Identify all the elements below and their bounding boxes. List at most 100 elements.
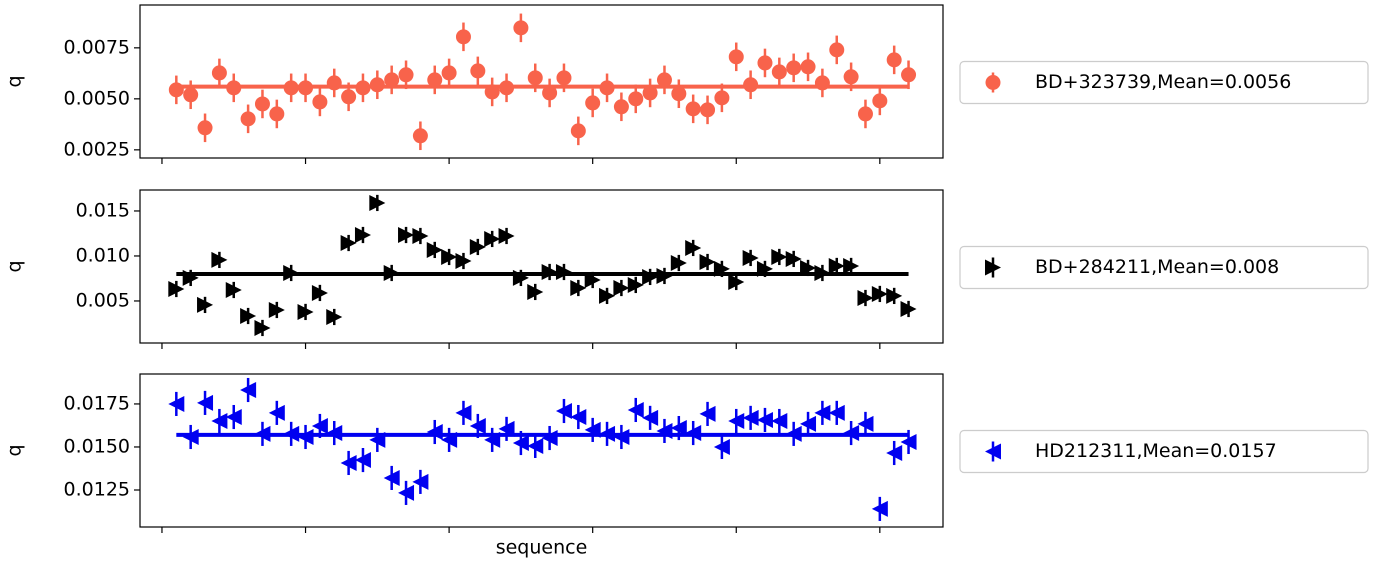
data-point: [311, 284, 328, 301]
data-point: [743, 77, 759, 93]
data-point: [728, 412, 745, 429]
data-point: [800, 59, 816, 75]
data-point: [728, 49, 744, 65]
data-point: [685, 239, 702, 256]
data-point: [527, 437, 544, 454]
data-point: [311, 417, 328, 434]
data-point: [584, 272, 601, 288]
data-point: [800, 259, 817, 276]
data-point: [872, 93, 888, 109]
data-point: [627, 401, 644, 418]
data-point: [627, 276, 644, 293]
data-point: [585, 95, 601, 111]
axes-frame: [139, 373, 944, 528]
data-point: [455, 404, 472, 421]
data-point: [599, 80, 615, 96]
axes-frame: [139, 4, 944, 159]
data-point: [354, 227, 371, 243]
data-point: [254, 319, 271, 336]
data-point: [226, 80, 242, 96]
y-tick-label: 0.0075: [64, 36, 130, 58]
y-tick-label: 0.010: [76, 244, 130, 266]
data-point: [570, 280, 587, 297]
data-point: [829, 42, 845, 58]
data-point: [670, 420, 687, 437]
y-tick-label: 0.005: [76, 289, 130, 311]
data-point: [900, 433, 917, 450]
data-point: [584, 421, 601, 438]
data-point: [900, 300, 917, 317]
data-point: [183, 87, 199, 103]
data-point: [426, 241, 443, 258]
data-point: [412, 227, 429, 244]
data-point: [656, 422, 673, 439]
data-point: [671, 86, 687, 102]
data-point: [499, 80, 515, 96]
data-point: [455, 29, 471, 45]
data-point: [771, 412, 788, 429]
data-point: [613, 99, 629, 115]
data-point: [240, 308, 257, 324]
data-point: [182, 269, 199, 286]
data-point: [527, 70, 543, 86]
data-point: [886, 52, 902, 68]
data-point: [785, 425, 802, 442]
data-point: [355, 80, 371, 96]
legend-marker: [985, 75, 1001, 90]
data-point: [786, 60, 802, 76]
data-point: [541, 263, 558, 280]
data-point: [197, 296, 214, 313]
data-point: [441, 248, 458, 265]
data-point: [512, 435, 529, 452]
data-point: [326, 308, 343, 325]
data-point: [211, 412, 228, 429]
data-point: [168, 82, 184, 98]
data-point: [656, 72, 672, 88]
data-point: [340, 454, 357, 471]
data-point: [254, 425, 271, 442]
data-point: [455, 253, 472, 270]
data-point: [685, 101, 701, 117]
data-point: [426, 423, 443, 440]
data-point: [513, 20, 529, 36]
data-point: [340, 235, 357, 252]
data-point: [498, 420, 515, 437]
data-point: [642, 85, 658, 101]
data-point: [785, 250, 802, 267]
x-axis-label: sequence: [496, 537, 588, 559]
y-axis-label: q: [4, 75, 26, 87]
data-point: [670, 254, 687, 271]
data-point: [541, 430, 558, 447]
data-point: [700, 102, 716, 118]
legend-box: [959, 245, 1369, 290]
data-point: [886, 444, 903, 461]
data-point: [871, 500, 888, 517]
data-point: [814, 75, 830, 91]
data-point: [628, 91, 644, 107]
y-tick-label: 0.0025: [64, 138, 130, 160]
data-point: [398, 67, 414, 83]
data-point: [269, 106, 285, 122]
data-point: [341, 89, 357, 105]
data-point: [498, 227, 515, 244]
data-point: [297, 428, 314, 445]
data-point: [240, 382, 257, 399]
data-point: [225, 409, 242, 426]
data-point: [469, 238, 486, 255]
y-axis-label: q: [4, 260, 26, 272]
data-point: [412, 128, 428, 144]
legend-label: HD212311,Mean=0.0157: [1035, 440, 1277, 462]
data-point: [713, 438, 730, 455]
data-point: [369, 77, 385, 93]
data-point: [642, 409, 659, 426]
axes-frame: [139, 189, 944, 344]
data-point: [843, 257, 860, 274]
data-point: [398, 484, 415, 501]
data-point: [556, 70, 572, 86]
data-point: [225, 281, 242, 298]
y-tick-label: 0.0175: [64, 392, 130, 414]
data-point: [254, 96, 270, 112]
data-point: [800, 415, 817, 432]
data-point: [469, 417, 486, 434]
